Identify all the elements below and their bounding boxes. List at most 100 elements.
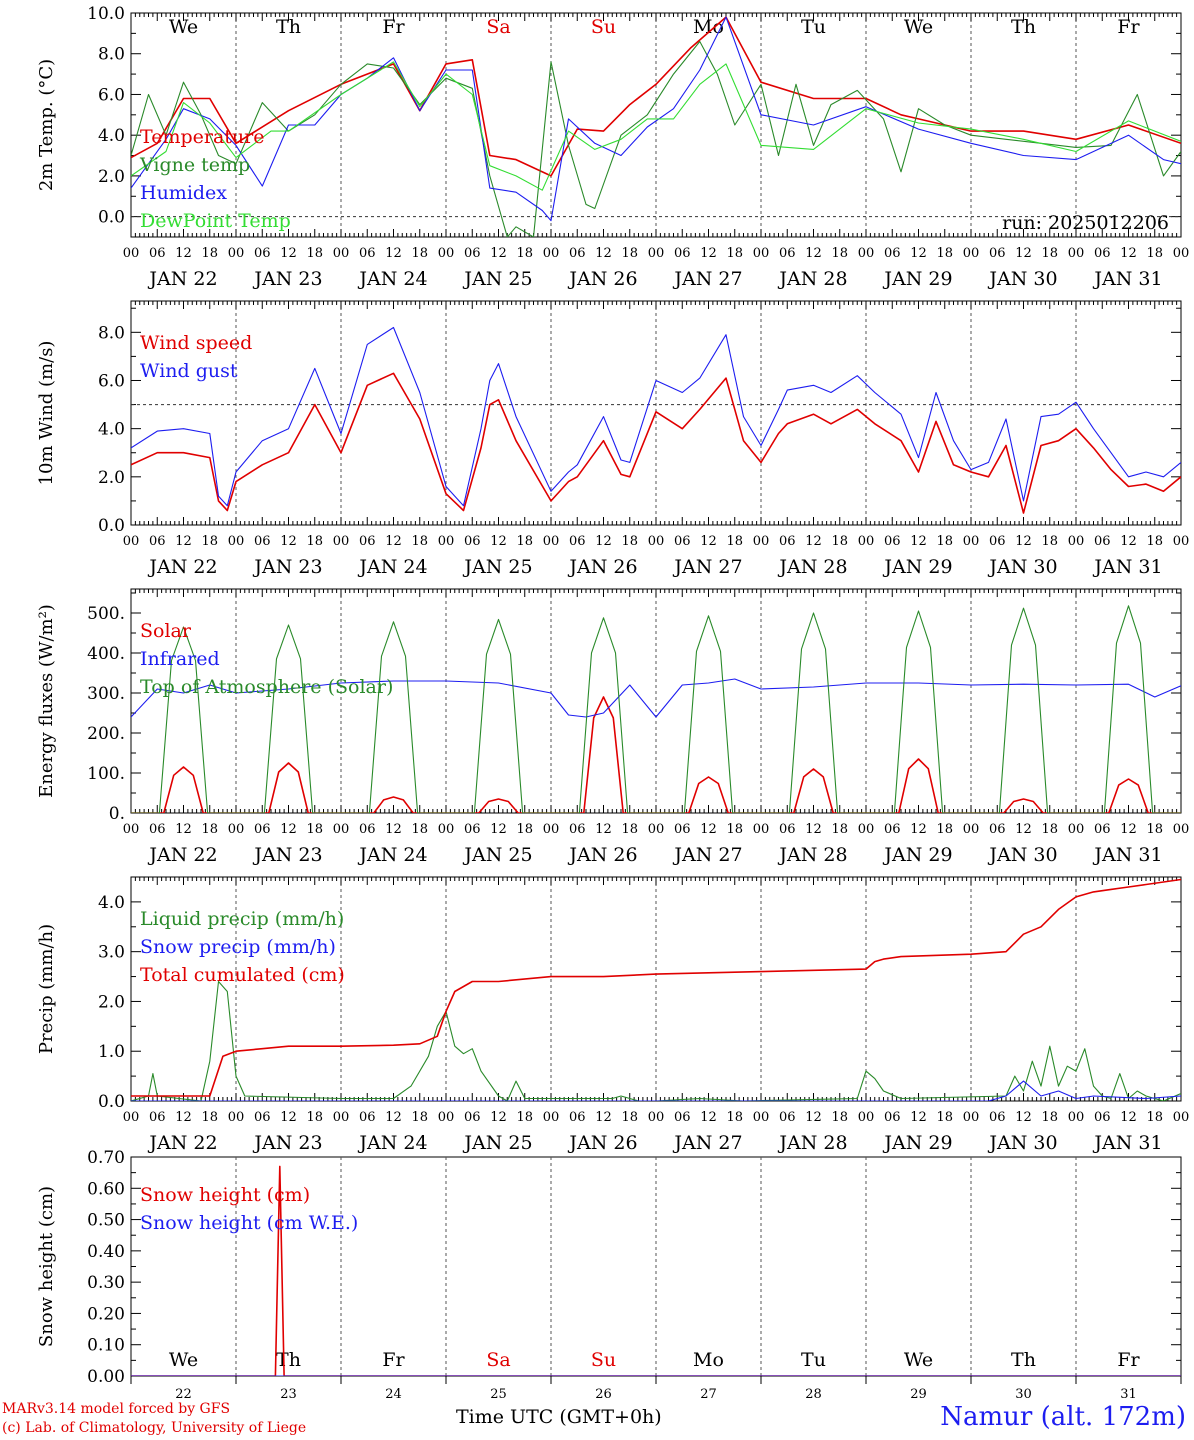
hour-tick-label: 00 xyxy=(438,822,455,837)
hour-tick-label: 00 xyxy=(648,1110,665,1125)
hour-tick-label: 12 xyxy=(175,534,192,549)
series-group xyxy=(131,326,1181,514)
weekday-label: Th xyxy=(276,16,301,38)
hour-tick-label: 00 xyxy=(858,822,875,837)
legend-entry: Vigne temp xyxy=(139,154,250,176)
hour-tick-label: 12 xyxy=(700,822,717,837)
hour-tick-label: 12 xyxy=(280,246,297,261)
hour-tick-label: 00 xyxy=(228,822,245,837)
meteogram: 00 06 12 18 00 06 12 18 00 06 12 18 00 06 12 18 00 06 12 18… xyxy=(36,4,1190,1400)
date-label: JAN 26 xyxy=(567,556,637,578)
day-number-label: 23 xyxy=(280,1387,297,1400)
series-line-1 xyxy=(131,326,1181,507)
date-label: JAN 23 xyxy=(252,556,322,578)
date-label: JAN 28 xyxy=(777,1132,847,1154)
hour-tick-label: 06 xyxy=(779,534,796,549)
hour-tick-label: 12 xyxy=(280,822,297,837)
panel-1: 00 06 12 18 00 06 12 18 00 06 12 18 00 06 12 18 00 06 12 18… xyxy=(36,300,1189,578)
weekday-label: Sa xyxy=(486,16,510,38)
y-tick-label: 0.00 xyxy=(87,1367,125,1387)
hour-tick-label: 06 xyxy=(779,822,796,837)
hour-tick-label: 00 xyxy=(123,1110,140,1125)
hour-tick-label: 18 xyxy=(411,534,428,549)
hour-tick-label: 18 xyxy=(1146,246,1163,261)
hour-tick-label: 00 xyxy=(753,822,770,837)
hour-tick-label: 00 xyxy=(648,534,665,549)
series-line-3 xyxy=(131,61,1181,191)
hour-tick-label: 12 xyxy=(385,246,402,261)
y-tick-label: 6.0 xyxy=(98,85,125,105)
hour-tick-label: 00 xyxy=(228,534,245,549)
y-axis-label: 10m Wind (m/s) xyxy=(36,341,57,486)
hour-tick-label: 12 xyxy=(175,1110,192,1125)
series-group xyxy=(131,16,1181,237)
hour-tick-label: 12 xyxy=(1015,822,1032,837)
hour-tick-label: 06 xyxy=(1094,246,1111,261)
legend-entry: Top of Atmosphere (Solar) xyxy=(140,676,393,698)
hour-tick-label: 06 xyxy=(1094,1110,1111,1125)
y-tick-label: 0.30 xyxy=(87,1273,125,1293)
hour-tick-label: 18 xyxy=(936,1110,953,1125)
series-group xyxy=(131,1165,1181,1376)
legend-entry: Liquid precip (mm/h) xyxy=(140,908,344,930)
day-number-label: 31 xyxy=(1120,1387,1137,1400)
y-tick-label: 500. xyxy=(87,604,125,624)
weekday-label: Th xyxy=(1011,1349,1036,1371)
hour-tick-label: 18 xyxy=(306,246,323,261)
y-tick-label: 3.0 xyxy=(98,943,125,963)
hour-tick-label: 06 xyxy=(254,1110,271,1125)
hour-tick-label: 18 xyxy=(201,822,218,837)
day-number-label: 22 xyxy=(175,1387,192,1400)
hour-tick-label: 00 xyxy=(753,1110,770,1125)
hour-tick-label: 18 xyxy=(831,1110,848,1125)
hour-tick-label: 12 xyxy=(1120,246,1137,261)
weekday-label: Mo xyxy=(693,16,724,38)
hour-tick-label: 12 xyxy=(595,534,612,549)
y-tick-label: 2.0 xyxy=(98,992,125,1012)
hour-tick-label: 00 xyxy=(1173,246,1190,261)
weekday-label: We xyxy=(904,1349,933,1371)
y-tick-label: 4.0 xyxy=(98,126,125,146)
hour-tick-label: 18 xyxy=(1041,1110,1058,1125)
day-number-label: 26 xyxy=(595,1387,612,1400)
date-label: JAN 27 xyxy=(672,268,742,290)
date-label: JAN 22 xyxy=(147,844,217,866)
station-name: Namur (alt. 172m) xyxy=(940,1402,1186,1432)
series-line-0 xyxy=(131,980,1181,1101)
hour-tick-label: 18 xyxy=(516,246,533,261)
hour-tick-label: 12 xyxy=(910,246,927,261)
hour-tick-label: 00 xyxy=(123,822,140,837)
date-label: JAN 29 xyxy=(882,268,952,290)
x-axis-title: Time UTC (GMT+0h) xyxy=(456,1406,662,1428)
panel-frame xyxy=(130,588,1182,814)
date-label: JAN 28 xyxy=(777,268,847,290)
hour-tick-label: 00 xyxy=(333,1110,350,1125)
y-tick-label: 8.0 xyxy=(98,45,125,65)
weekday-label: Mo xyxy=(693,1349,724,1371)
hour-tick-label: 00 xyxy=(753,534,770,549)
hour-tick-label: 18 xyxy=(936,246,953,261)
legend-entry: Snow height (cm) xyxy=(140,1184,310,1206)
hour-tick-label: 12 xyxy=(910,534,927,549)
series-group xyxy=(131,605,1181,813)
date-label: JAN 25 xyxy=(462,268,532,290)
hour-tick-label: 00 xyxy=(333,246,350,261)
hour-tick-label: 12 xyxy=(700,246,717,261)
weekday-label: Tu xyxy=(801,16,826,38)
weekday-label: Th xyxy=(1011,16,1036,38)
date-label: JAN 31 xyxy=(1092,1132,1162,1154)
legend-entry: Wind gust xyxy=(140,360,238,382)
hour-tick-label: 06 xyxy=(149,246,166,261)
hour-tick-label: 18 xyxy=(726,822,743,837)
hour-tick-label: 00 xyxy=(333,822,350,837)
hour-tick-label: 06 xyxy=(884,534,901,549)
hour-tick-label: 00 xyxy=(543,246,560,261)
panel-3: 00 06 12 18 00 06 12 18 00 06 12 18 00 06 12 18 00 06 12 18… xyxy=(36,876,1189,1154)
hour-tick-label: 12 xyxy=(1120,534,1137,549)
hour-tick-label: 18 xyxy=(201,246,218,261)
hour-tick-label: 12 xyxy=(595,1110,612,1125)
hour-tick-label: 00 xyxy=(438,246,455,261)
date-label: JAN 23 xyxy=(252,268,322,290)
series-line-2 xyxy=(131,878,1181,1097)
hour-tick-label: 00 xyxy=(858,246,875,261)
